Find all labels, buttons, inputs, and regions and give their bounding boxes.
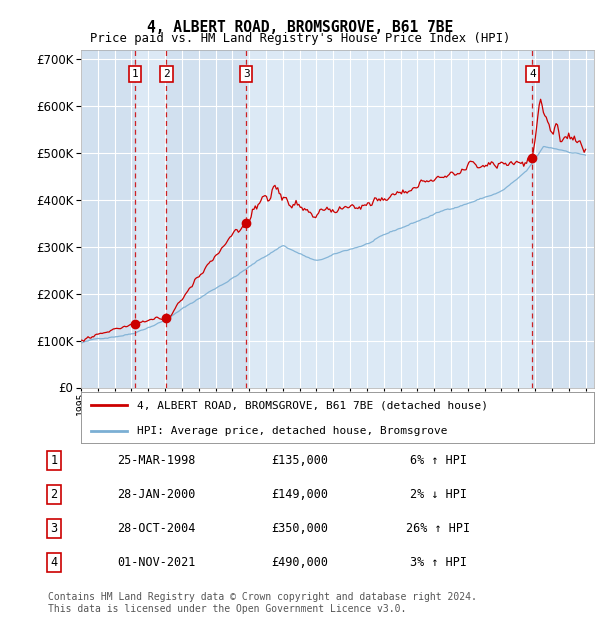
Text: 6% ↑ HPI: 6% ↑ HPI [409, 454, 467, 467]
Text: 4: 4 [529, 69, 536, 79]
Text: 2: 2 [50, 488, 58, 501]
Text: 1: 1 [132, 69, 139, 79]
Text: 25-MAR-1998: 25-MAR-1998 [117, 454, 195, 467]
Text: Price paid vs. HM Land Registry's House Price Index (HPI): Price paid vs. HM Land Registry's House … [90, 32, 510, 45]
Text: Contains HM Land Registry data © Crown copyright and database right 2024.
This d: Contains HM Land Registry data © Crown c… [48, 592, 477, 614]
Text: £149,000: £149,000 [271, 488, 329, 501]
Text: 3: 3 [243, 69, 250, 79]
Text: £135,000: £135,000 [271, 454, 329, 467]
Text: £490,000: £490,000 [271, 556, 329, 569]
Text: 3: 3 [50, 522, 58, 535]
Text: 28-JAN-2000: 28-JAN-2000 [117, 488, 195, 501]
Text: 2% ↓ HPI: 2% ↓ HPI [409, 488, 467, 501]
Text: 26% ↑ HPI: 26% ↑ HPI [406, 522, 470, 535]
Text: 3% ↑ HPI: 3% ↑ HPI [409, 556, 467, 569]
Bar [136, 50, 166, 388]
Text: 28-OCT-2004: 28-OCT-2004 [117, 522, 195, 535]
Text: 01-NOV-2021: 01-NOV-2021 [117, 556, 195, 569]
Bar [81, 50, 136, 388]
Text: 1: 1 [50, 454, 58, 467]
Bar [532, 50, 594, 388]
Text: £350,000: £350,000 [271, 522, 329, 535]
Text: HPI: Average price, detached house, Bromsgrove: HPI: Average price, detached house, Brom… [137, 425, 448, 436]
Text: 4, ALBERT ROAD, BROMSGROVE, B61 7BE: 4, ALBERT ROAD, BROMSGROVE, B61 7BE [147, 20, 453, 35]
Bar [247, 50, 532, 388]
Text: 4: 4 [50, 556, 58, 569]
Text: 4, ALBERT ROAD, BROMSGROVE, B61 7BE (detached house): 4, ALBERT ROAD, BROMSGROVE, B61 7BE (det… [137, 400, 488, 410]
Bar [166, 50, 247, 388]
Text: 2: 2 [163, 69, 170, 79]
